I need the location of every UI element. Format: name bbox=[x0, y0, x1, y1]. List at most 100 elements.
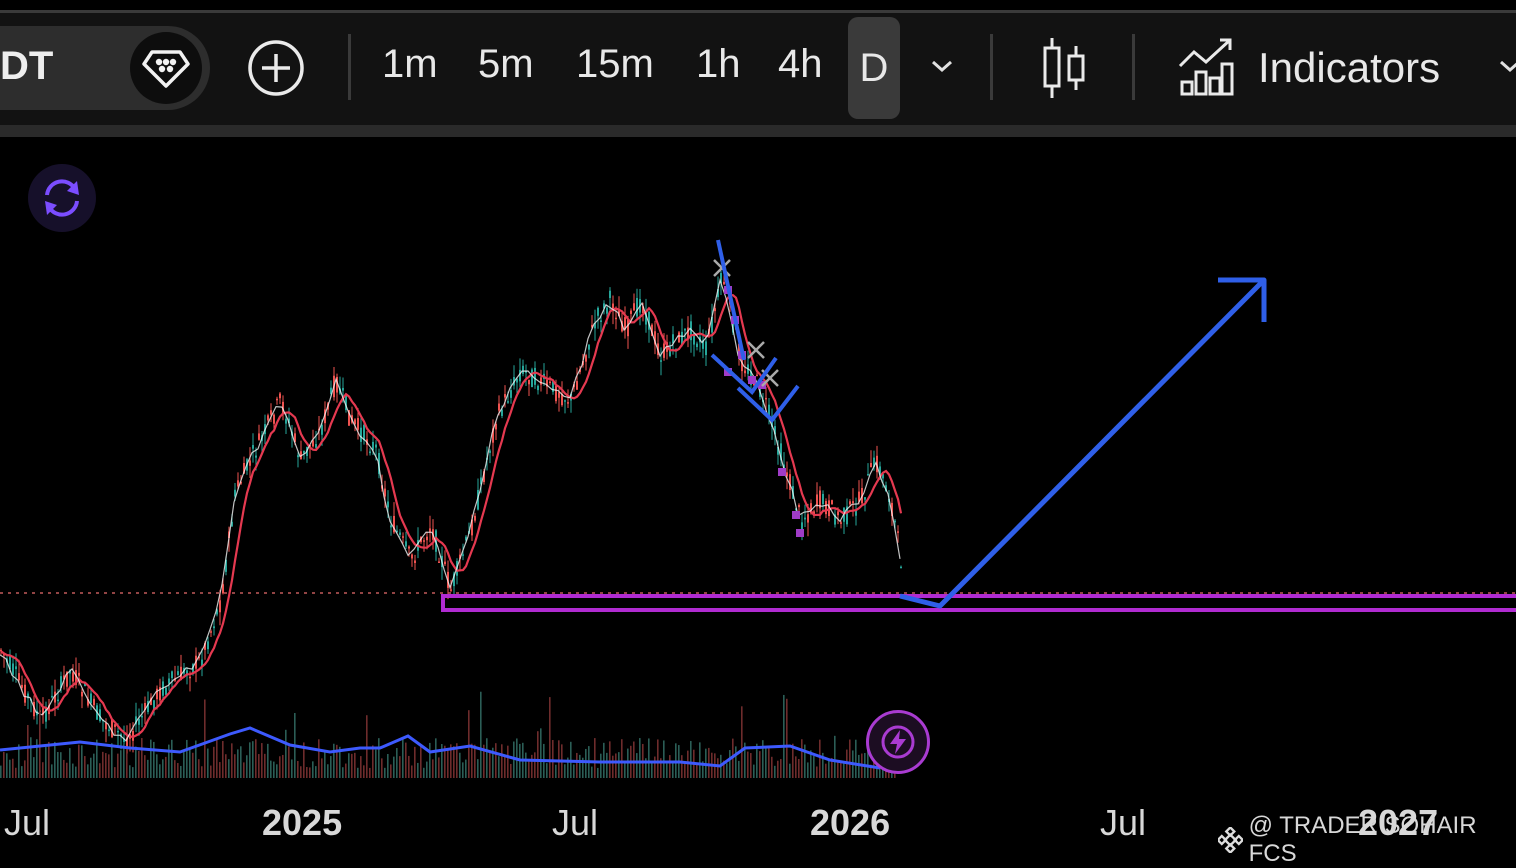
volume-bar bbox=[57, 752, 59, 778]
candle-body bbox=[165, 687, 167, 695]
candle-body bbox=[336, 376, 338, 393]
candle-body bbox=[684, 328, 686, 331]
candle-body bbox=[858, 491, 860, 502]
candle-body bbox=[66, 671, 68, 687]
candle-body bbox=[276, 398, 278, 401]
volume-bar bbox=[78, 744, 80, 778]
candle-body bbox=[144, 702, 146, 710]
candle-body bbox=[489, 450, 491, 453]
candle-body bbox=[42, 706, 44, 715]
volume-bar bbox=[285, 729, 287, 778]
candle-body bbox=[552, 381, 554, 392]
candle-body bbox=[603, 303, 605, 309]
candle-body bbox=[279, 393, 281, 399]
candle-body bbox=[399, 532, 401, 535]
alert-button[interactable] bbox=[866, 710, 930, 774]
chevron-down-icon[interactable] bbox=[1498, 58, 1516, 74]
timeframe-15m[interactable]: 15m bbox=[576, 42, 654, 86]
candle-body bbox=[87, 699, 89, 706]
timeframe-daily-selected[interactable]: D bbox=[848, 17, 900, 119]
candle-body bbox=[330, 387, 332, 395]
volume-bar bbox=[21, 766, 23, 778]
timeframe-4h[interactable]: 4h bbox=[778, 42, 823, 86]
timeframe-5m[interactable]: 5m bbox=[478, 42, 534, 86]
volume-bar bbox=[186, 739, 188, 778]
candle-body bbox=[255, 455, 257, 458]
volume-bar bbox=[798, 759, 800, 778]
candle-body bbox=[528, 379, 530, 385]
candle-body bbox=[651, 324, 653, 336]
volume-bar bbox=[108, 754, 110, 778]
volume-bar bbox=[111, 743, 113, 778]
volume-bar bbox=[123, 744, 125, 778]
volume-bar bbox=[48, 741, 50, 778]
volume-bar bbox=[333, 743, 335, 778]
candle-body bbox=[624, 317, 626, 330]
candle-body bbox=[186, 670, 188, 676]
volume-bar bbox=[72, 763, 74, 778]
volume-bar bbox=[432, 759, 434, 778]
favorite-button[interactable] bbox=[130, 32, 202, 104]
candle-body bbox=[312, 440, 314, 447]
volume-bar bbox=[66, 762, 68, 778]
candle-body bbox=[360, 427, 362, 442]
candle-body bbox=[522, 365, 524, 374]
volume-bar bbox=[813, 755, 815, 778]
timeframe-1h[interactable]: 1h bbox=[696, 42, 741, 86]
candle-body bbox=[105, 722, 107, 730]
candle-body bbox=[852, 501, 854, 504]
volume-bar bbox=[741, 706, 743, 778]
volume-bar bbox=[564, 764, 566, 778]
volume-bar bbox=[867, 740, 869, 778]
volume-bar bbox=[321, 758, 323, 778]
indicators-button[interactable]: Indicators bbox=[1258, 44, 1441, 91]
symbol-label[interactable]: DT bbox=[0, 44, 54, 88]
refresh-button[interactable] bbox=[28, 164, 96, 232]
price-chart[interactable] bbox=[0, 137, 1516, 797]
candle-body bbox=[216, 609, 218, 615]
candle-body bbox=[258, 433, 260, 440]
volume-bar bbox=[585, 748, 587, 778]
candle-body bbox=[642, 306, 644, 314]
candlestick-icon[interactable] bbox=[1040, 36, 1088, 100]
candle-body bbox=[510, 390, 512, 398]
candle-body bbox=[492, 428, 494, 443]
volume-bar bbox=[444, 745, 446, 778]
volume-bar bbox=[648, 738, 650, 778]
volume-bar bbox=[15, 767, 17, 778]
volume-bar bbox=[450, 744, 452, 778]
candle-body bbox=[828, 500, 830, 517]
volume-bar bbox=[363, 765, 365, 778]
timeframe-1m[interactable]: 1m bbox=[382, 42, 438, 86]
candle-body bbox=[480, 477, 482, 485]
candle-body bbox=[390, 525, 392, 528]
chevron-down-icon[interactable] bbox=[930, 58, 954, 74]
volume-bar bbox=[591, 766, 593, 778]
volume-bar bbox=[699, 742, 701, 778]
volume-bar bbox=[165, 756, 167, 778]
candle-body bbox=[252, 445, 254, 449]
candle-body bbox=[285, 418, 287, 424]
candle-body bbox=[837, 511, 839, 516]
candle-body bbox=[825, 501, 827, 515]
volume-bar bbox=[426, 761, 428, 778]
candle-body bbox=[315, 444, 317, 448]
candle-body bbox=[873, 457, 875, 468]
volume-bar bbox=[93, 753, 95, 778]
volume-bar bbox=[231, 743, 233, 778]
candle-body bbox=[84, 683, 86, 687]
volume-bar bbox=[468, 710, 470, 778]
plus-circle-icon bbox=[248, 40, 304, 96]
drawn-trend-line bbox=[736, 384, 800, 423]
candle-body bbox=[531, 369, 533, 388]
volume-bar bbox=[786, 698, 788, 778]
volume-bar bbox=[762, 740, 764, 778]
add-chart-button[interactable] bbox=[248, 40, 304, 96]
lightning-bolt-icon bbox=[881, 725, 915, 759]
candle-body bbox=[744, 370, 746, 374]
volume-bar bbox=[369, 767, 371, 778]
volume-bar bbox=[120, 750, 122, 778]
bar-chart-trend-icon[interactable] bbox=[1176, 36, 1234, 98]
candle-body bbox=[774, 426, 776, 435]
volume-bar bbox=[528, 760, 530, 778]
